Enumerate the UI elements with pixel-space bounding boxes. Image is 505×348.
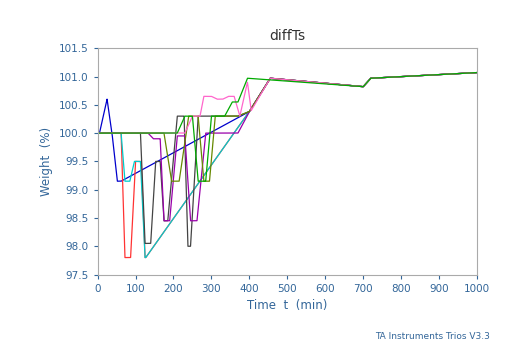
Text: TA Instruments Trios V3.3: TA Instruments Trios V3.3 bbox=[375, 332, 490, 341]
Title: diffTs: diffTs bbox=[269, 29, 306, 43]
X-axis label: Time  t  (min): Time t (min) bbox=[247, 299, 327, 312]
Y-axis label: Weight  (%): Weight (%) bbox=[40, 127, 53, 196]
